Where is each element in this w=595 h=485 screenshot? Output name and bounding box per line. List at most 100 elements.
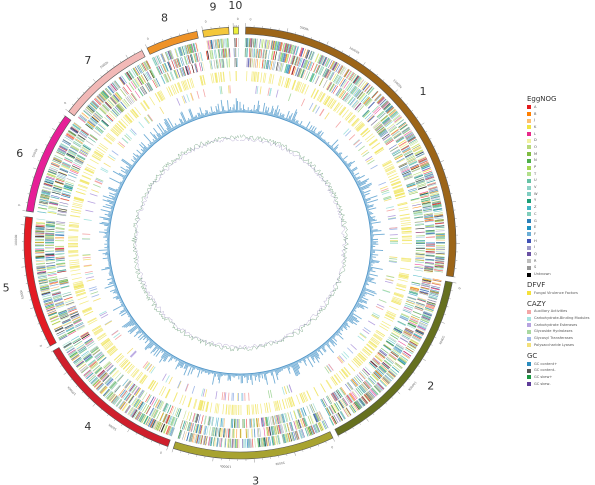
- dfvf-mark: [193, 399, 198, 409]
- dfvf-mark: [76, 292, 86, 296]
- eggnog-mark: [131, 92, 138, 101]
- eggnog-mark: [372, 358, 380, 365]
- eggnog-mark: [70, 353, 79, 360]
- eggnog-mark: [148, 418, 153, 427]
- eggnog-mark: [85, 108, 93, 115]
- eggnog-mark: [408, 159, 417, 165]
- cazy-mark: [343, 351, 350, 358]
- eggnog-mark: [45, 225, 55, 227]
- dfvf-mark: [269, 73, 273, 84]
- eggnog-mark: [73, 319, 82, 324]
- eggnog-mark: [423, 212, 433, 215]
- tick-mark: [341, 50, 343, 53]
- eggnog-mark: [423, 310, 433, 315]
- eggnog-mark: [291, 432, 295, 441]
- eggnog-mark: [293, 410, 297, 420]
- dfvf-mark: [385, 167, 395, 173]
- eggnog-mark: [168, 426, 173, 436]
- dfvf-mark: [266, 402, 269, 413]
- tick-mark: [434, 337, 437, 339]
- tick-mark: [326, 41, 329, 45]
- eggnog-mark: [71, 126, 79, 132]
- eggnog-mark: [47, 211, 57, 214]
- dfvf-mark: [83, 311, 94, 316]
- eggnog-mark: [78, 347, 87, 353]
- eggnog-mark: [52, 292, 61, 296]
- eggnog-mark: [87, 120, 96, 127]
- eggnog-mark: [169, 426, 173, 436]
- eggnog-mark: [330, 61, 335, 70]
- eggnog-mark: [315, 75, 320, 85]
- eggnog-mark: [267, 50, 270, 60]
- eggnog-mark: [271, 436, 274, 446]
- eggnog-mark: [271, 40, 274, 50]
- eggnog-mark: [348, 393, 355, 402]
- eggnog-mark: [282, 434, 285, 444]
- eggnog-mark: [362, 109, 369, 117]
- eggnog-mark: [409, 290, 419, 294]
- eggnog-mark: [409, 318, 419, 323]
- eggnog-mark: [46, 307, 56, 312]
- eggnog-mark: [391, 366, 400, 373]
- dfvf-mark: [384, 314, 395, 320]
- cazy-mark: [386, 275, 395, 279]
- eggnog-mark: [195, 424, 199, 434]
- eggnog-mark: [350, 379, 357, 387]
- eggnog-mark: [53, 184, 63, 188]
- eggnog-mark: [401, 168, 410, 173]
- eggnog-mark: [425, 305, 435, 310]
- eggnog-mark: [351, 391, 358, 400]
- eggnog-mark: [302, 48, 306, 58]
- eggnog-mark: [35, 223, 45, 225]
- tick-mark: [162, 39, 164, 41]
- tick-mark: [113, 65, 115, 67]
- eggnog-mark: [366, 391, 374, 400]
- eggnog-mark: [399, 123, 408, 130]
- eggnog-mark: [340, 91, 347, 99]
- eggnog-mark: [381, 101, 389, 108]
- eggnog-mark: [400, 315, 409, 320]
- dfvf-mark: [319, 93, 326, 103]
- eggnog-mark: [85, 123, 94, 130]
- eggnog-mark: [425, 225, 435, 227]
- eggnog-mark: [76, 136, 85, 142]
- dfvf-mark: [386, 169, 396, 175]
- dfvf-mark: [390, 180, 401, 185]
- tick-mark: [318, 40, 320, 42]
- eggnog-mark: [228, 428, 230, 438]
- eggnog-mark: [364, 84, 371, 93]
- eggnog-mark: [313, 64, 318, 73]
- eggnog-mark: [92, 379, 100, 387]
- eggnog-mark: [105, 101, 112, 109]
- eggnog-mark: [183, 420, 187, 430]
- eggnog-mark: [133, 410, 139, 419]
- eggnog-mark: [80, 331, 89, 337]
- tick-mark: [352, 427, 354, 430]
- eggnog-mark: [390, 351, 399, 358]
- dfvf-mark: [127, 365, 135, 374]
- eggnog-mark: [329, 83, 335, 92]
- eggnog-mark: [42, 186, 52, 190]
- dfvf-mark: [92, 153, 102, 160]
- eggnog-mark: [252, 438, 254, 448]
- eggnog-mark: [104, 102, 112, 110]
- eggnog-mark: [137, 412, 143, 421]
- eggnog-mark: [87, 342, 96, 349]
- eggnog-mark: [37, 211, 47, 214]
- dfvf-mark: [75, 290, 86, 294]
- eggnog-mark: [64, 183, 74, 188]
- eggnog-mark: [363, 96, 370, 104]
- eggnog-mark: [403, 174, 412, 179]
- eggnog-mark: [201, 415, 204, 424]
- eggnog-mark: [41, 191, 51, 195]
- eggnog-mark: [435, 224, 445, 227]
- eggnog-mark: [54, 301, 64, 305]
- cazy-mark: [185, 383, 189, 392]
- eggnog-mark: [57, 148, 67, 153]
- eggnog-mark: [74, 358, 82, 364]
- dfvf-mark: [73, 283, 84, 287]
- eggnog-mark: [363, 97, 371, 105]
- eggnog-mark: [58, 277, 68, 280]
- eggnog-mark: [111, 95, 119, 103]
- eggnog-mark: [46, 173, 56, 178]
